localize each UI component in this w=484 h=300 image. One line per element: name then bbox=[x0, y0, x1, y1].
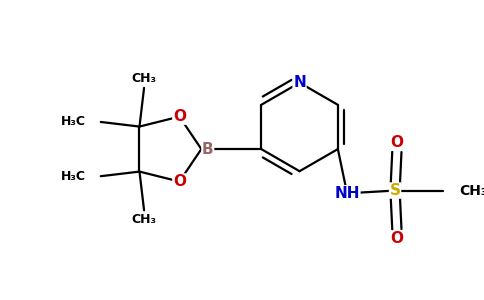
Text: NH: NH bbox=[334, 186, 360, 201]
Text: O: O bbox=[391, 231, 403, 246]
Text: CH₃: CH₃ bbox=[132, 72, 157, 85]
Text: O: O bbox=[173, 109, 186, 124]
Text: H₃C: H₃C bbox=[61, 170, 86, 183]
Text: CH₃: CH₃ bbox=[459, 184, 484, 198]
Text: B: B bbox=[202, 142, 213, 157]
Text: S: S bbox=[390, 183, 401, 198]
Text: H₃C: H₃C bbox=[61, 116, 86, 128]
Text: N: N bbox=[293, 75, 306, 90]
Text: O: O bbox=[391, 135, 403, 150]
Text: CH₃: CH₃ bbox=[132, 213, 157, 226]
Text: O: O bbox=[173, 174, 186, 189]
